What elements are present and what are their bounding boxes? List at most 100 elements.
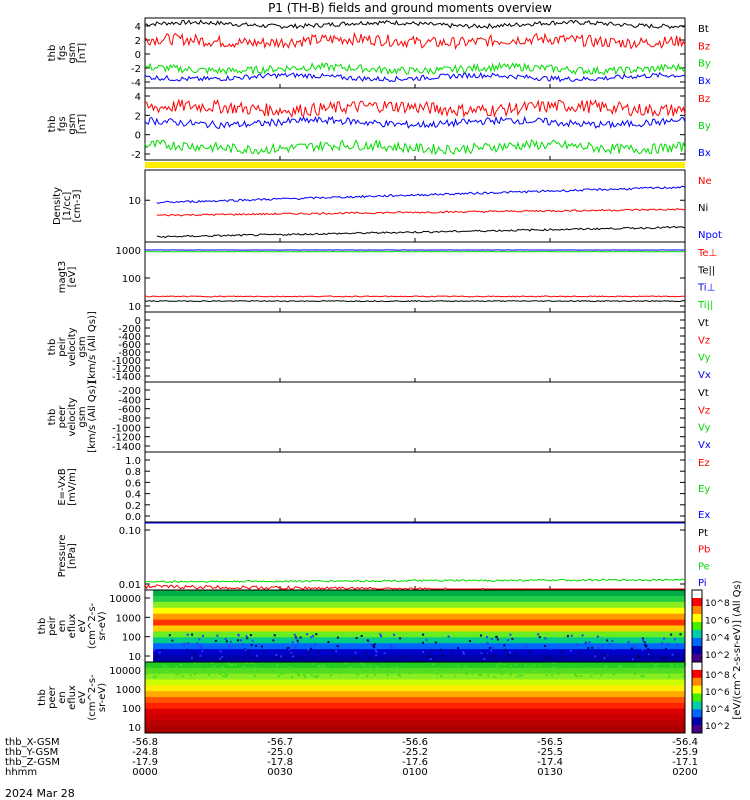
spectrogram-noise [436, 672, 439, 675]
spectrogram-noise [634, 673, 636, 676]
panel-4-ytick: 1000 [116, 246, 141, 257]
spectrogram-band [145, 685, 685, 692]
spectrogram-band [153, 625, 686, 632]
spectrogram-noise [570, 634, 573, 637]
spectrogram-noise [501, 670, 504, 673]
spectrogram-band [145, 697, 685, 704]
spectrogram-noise [548, 670, 551, 673]
spectrogram-noise [601, 644, 604, 647]
spectrogram-noise [491, 646, 494, 649]
spectrogram-noise [386, 674, 389, 677]
spectrogram-noise [503, 663, 506, 666]
spectrogram-noise [370, 643, 373, 646]
spectrogram-noise [493, 675, 496, 678]
panel-6-ylabel: gsm [77, 406, 88, 427]
spectrogram-noise [245, 635, 248, 638]
spectrogram-noise [260, 645, 263, 648]
footer-label: thb_Y-GSM [5, 747, 58, 758]
spectrogram-noise [554, 668, 557, 671]
trace-Ne [156, 208, 686, 217]
spectrogram-noise [485, 636, 488, 639]
spectrogram-noise [557, 668, 560, 671]
panel-5-ylabel: thb [47, 339, 58, 356]
panel-10-ytick: 100 [122, 704, 141, 715]
spectrogram-noise [508, 651, 511, 654]
spectrogram-noise [219, 650, 222, 653]
colorbar-tick: 10^4 [705, 705, 730, 715]
panel-2-ylabel: [nT] [77, 114, 88, 134]
spectrogram-noise [657, 668, 660, 671]
colorbar-segment [692, 614, 702, 623]
spectrogram-noise [487, 674, 490, 677]
spectrogram-noise [275, 654, 278, 657]
panel-6-ytick: -400 [118, 395, 141, 406]
spectrogram-noise [196, 642, 199, 645]
spectrogram-noise [375, 654, 378, 657]
spectrogram-noise [257, 669, 260, 672]
spectrogram-noise [509, 673, 512, 676]
spectrogram-noise [507, 654, 510, 657]
spectrogram-noise [216, 634, 219, 637]
spectrogram-noise [158, 670, 161, 673]
spectrogram-band [145, 679, 685, 686]
footer-value: -25.2 [402, 747, 428, 758]
spectrogram-noise [165, 665, 168, 668]
spectrogram-noise [365, 652, 368, 655]
spectrogram-noise [369, 665, 372, 668]
spectrogram-noise [490, 649, 493, 652]
panel-1-ylabel: gsm [67, 42, 78, 63]
spectrogram-noise [323, 665, 326, 668]
colorbar-tick: 10^8 [705, 599, 730, 609]
spectrogram-noise [538, 636, 541, 639]
spectrogram-noise [557, 672, 560, 675]
panel-7-ytick: 0.0 [125, 512, 141, 523]
trace-Pb [144, 584, 685, 590]
spectrogram-noise [588, 641, 591, 644]
spectrogram-noise [375, 650, 378, 653]
spectrogram-noise [280, 673, 283, 676]
panel-9-ytick: 1000 [116, 613, 141, 624]
spectrogram-noise [237, 639, 240, 642]
spectrogram-noise [189, 674, 192, 677]
spectrogram-noise [587, 647, 590, 650]
panel-1-ylabel: [nT] [77, 43, 88, 63]
spectrogram-noise [612, 673, 615, 676]
spectrogram-noise [675, 668, 678, 671]
spectrogram-noise [272, 639, 275, 642]
colorbar-segment [692, 685, 702, 695]
spectrogram-noise [552, 662, 555, 665]
footer-value: -56.7 [267, 737, 293, 748]
panel-2-ytick: -2 [131, 150, 141, 161]
panel-6-ytick: -200 [118, 386, 141, 397]
spectrogram-noise [276, 663, 279, 666]
spectrogram-noise [304, 675, 307, 678]
spectrogram-noise [549, 648, 552, 651]
spectrogram-noise [463, 652, 466, 655]
spectrogram-noise [220, 671, 223, 674]
spectrogram-band [145, 667, 685, 675]
spectrogram-noise [289, 650, 292, 653]
panel-1-ytick: -2 [131, 64, 141, 75]
spectrogram-band [153, 607, 686, 615]
spectrogram-noise [312, 634, 315, 637]
spectrogram-noise [594, 655, 597, 658]
panel-3-ylabel: [cm-3] [72, 189, 83, 222]
spectrogram-noise [366, 670, 369, 673]
panel-10-ytick: 10000 [109, 666, 141, 677]
spectrogram-band [145, 714, 685, 721]
spectrogram-noise [312, 662, 315, 665]
spectrogram-noise [465, 673, 468, 676]
spectrogram-noise [507, 639, 510, 642]
spectrogram-noise [498, 662, 501, 665]
spectrogram-band [145, 673, 685, 680]
legend-Vz: Vz [698, 335, 710, 346]
spectrogram-noise [225, 674, 228, 677]
trace-Bx [144, 115, 686, 129]
panel-9-ylabel: sr-eV) [97, 611, 108, 640]
panel-1-ytick: 0 [135, 50, 141, 61]
spectrogram-noise [387, 671, 390, 674]
spectrogram-noise [298, 674, 301, 677]
spectrogram-noise [581, 634, 584, 637]
spectrogram-band [153, 655, 686, 662]
